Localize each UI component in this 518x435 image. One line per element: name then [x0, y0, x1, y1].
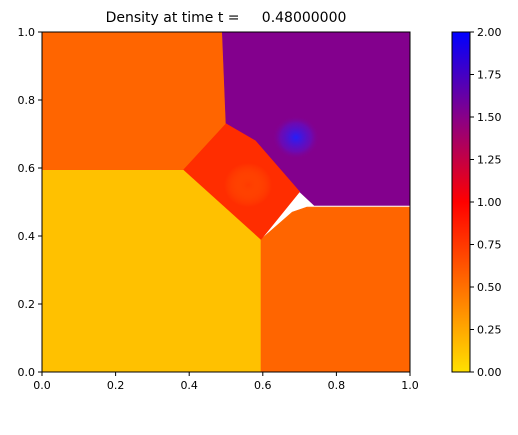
colorbar-tick-label: 1.00: [477, 196, 502, 209]
feature-core-swirl: [224, 162, 272, 208]
y-axis: 0.0 0.2 0.4 0.6 0.8 1.0: [18, 26, 42, 379]
x-tick-label: 0.4: [180, 379, 198, 392]
colorbar-tick-label: 0.75: [477, 239, 502, 252]
y-tick-label: 0.8: [18, 94, 36, 107]
plot-frame: [41, 31, 411, 373]
y-tick-label: 0.6: [18, 162, 36, 175]
x-tick-label: 0.8: [328, 379, 346, 392]
x-tick-label: 0.0: [33, 379, 51, 392]
x-axis: 0.0 0.2 0.4 0.6 0.8 1.0: [33, 372, 419, 392]
colorbar-tick-label: 1.50: [477, 111, 502, 124]
chart-title: Density at time t = 0.48000000: [106, 10, 347, 26]
x-tick-label: 1.0: [401, 379, 419, 392]
feature-upper-right-hotspot: [272, 115, 320, 160]
y-tick-label: 0.4: [18, 230, 36, 243]
colorbar-tick-label: 2.00: [477, 26, 502, 39]
plot-area: [42, 32, 410, 372]
x-tick-label: 0.2: [107, 379, 125, 392]
x-tick-label: 0.6: [254, 379, 272, 392]
colorbar-tick-label: 1.75: [477, 69, 502, 82]
region-lower-right: [260, 206, 410, 372]
colorbar-tick-label: 0.50: [477, 281, 502, 294]
colorbar-axis: 0.00 0.25 0.50 0.75 1.00 1.25 1.50 1.75 2.00: [470, 26, 502, 379]
region-upper-left: [42, 32, 227, 170]
colorbar-tick-label: 0.00: [477, 366, 502, 379]
colorbar: [451, 31, 471, 373]
y-tick-label: 0.0: [18, 366, 36, 379]
y-tick-label: 1.0: [18, 26, 36, 39]
colorbar-tick-label: 0.25: [477, 324, 502, 337]
y-tick-label: 0.2: [18, 298, 36, 311]
colorbar-tick-label: 1.25: [477, 154, 502, 167]
